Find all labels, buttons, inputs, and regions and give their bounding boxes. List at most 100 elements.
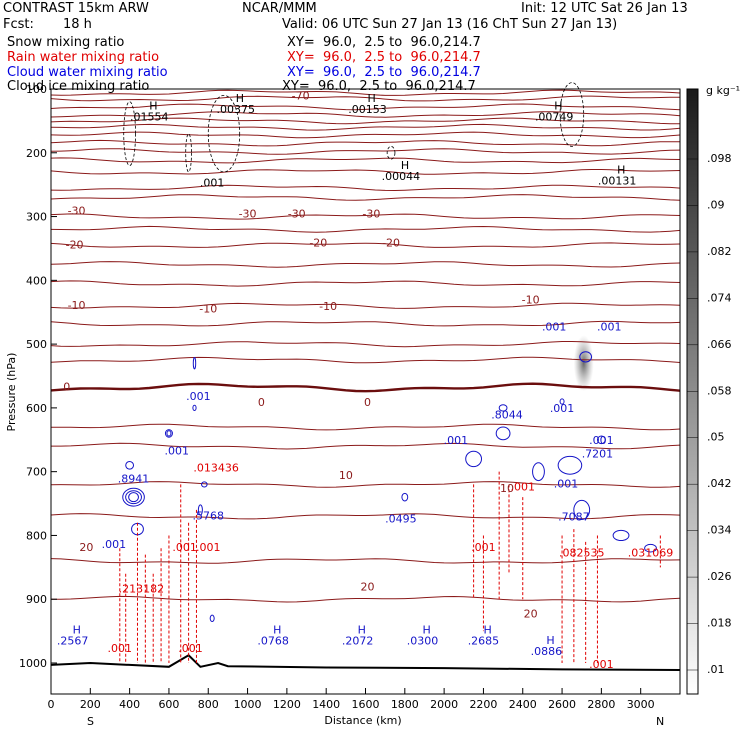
cloud-water-label: .001: [554, 477, 579, 490]
colorbar: .01 .018 .026 .034 .042 .05 .058 .066 .074 .082 .0…: [686, 88, 732, 695]
cloud-water-contour: [192, 404, 197, 411]
cloud-water-label: .001: [186, 390, 211, 403]
isotherm-label: 20: [79, 541, 93, 554]
y-tick-label: 500: [26, 338, 47, 351]
model-title: CONTRAST 15km ARW: [3, 1, 149, 16]
cloud-water-contour: [612, 529, 630, 542]
cloud-water-label: .7087: [558, 511, 590, 524]
y-tick-label: 1000: [19, 657, 47, 670]
cloud-water-contour: [559, 398, 565, 405]
colorbar-tick-label: .058: [707, 384, 732, 397]
cloud-water-contour: [579, 351, 593, 363]
isotherm-line: [50, 131, 681, 139]
isotherm-label: -10: [68, 299, 86, 312]
cloud-water-contour: [209, 614, 215, 623]
y-tick-label: 400: [26, 274, 47, 287]
isotherm-label: 10: [500, 482, 514, 495]
cloud-water-contour: [125, 490, 142, 505]
isotherm-label: 20: [524, 608, 538, 621]
snow-contour: [559, 82, 585, 147]
x-tick-label: 1800: [391, 698, 419, 711]
isotherm-label: -30: [288, 208, 306, 221]
cloud-water-contour: [644, 543, 657, 553]
cloud-water-contour: [192, 357, 197, 370]
isotherm-line: [50, 103, 681, 111]
x-tick-label: 2200: [469, 698, 497, 711]
cloud-water-label: .001: [589, 434, 614, 447]
colorbar-tick-label: .034: [707, 524, 732, 537]
isotherm-label: -30: [362, 208, 380, 221]
cloud-water-contour: [401, 492, 409, 502]
x-tick-label: 3000: [627, 698, 655, 711]
rain-label: .001: [589, 658, 614, 671]
y-tick-label: 100: [26, 83, 47, 96]
isotherm-label: -30: [239, 208, 257, 221]
cloud-water-max-label: .2567: [57, 634, 89, 647]
cloud-water-contour: [122, 487, 145, 507]
cloud-water-label: .8044: [491, 409, 523, 422]
cloud-water-label: .001: [444, 434, 469, 447]
x-tick-label: 1200: [273, 698, 301, 711]
colorbar-tick-label: .05: [707, 431, 725, 444]
snow-max-max-marker: H: [617, 163, 625, 176]
isotherm-line: [50, 225, 681, 233]
snow-max-label: .01554: [130, 111, 169, 124]
x-tick-label: 0: [48, 698, 55, 711]
isotherm-line: [50, 194, 681, 201]
isotherm-line: [50, 89, 681, 96]
x-tick-label: 2400: [509, 698, 537, 711]
snow-contour: [207, 94, 241, 173]
cloud-water-max-max-marker: H: [423, 623, 431, 636]
field-snow-xy: XY= 96.0, 2.5 to 96.0,214.7: [287, 35, 481, 50]
cloud-water-label: .001: [165, 444, 190, 457]
x-tick-label: 200: [80, 698, 101, 711]
cloud-water-contour: [557, 455, 583, 475]
field-rain-name: Rain water mixing ratio: [7, 50, 160, 65]
isotherm-line: [50, 148, 681, 155]
isotherm-line: [50, 95, 680, 102]
x-tick-label: 1400: [312, 698, 340, 711]
cloud-water-label: .7201: [582, 447, 614, 460]
isotherm-line: [50, 213, 681, 220]
valid-time: Valid: 06 UTC Sun 27 Jan 13 (16 ChT Sun …: [282, 17, 618, 32]
cloud-water-contour: [128, 492, 139, 503]
isotherm-line: [50, 280, 681, 287]
isotherm-line: [50, 302, 681, 309]
x-tick-label: 2000: [430, 698, 458, 711]
isotherm-label: -20: [309, 236, 327, 249]
terrain-line: [50, 654, 681, 671]
isotherm-label: -30: [68, 204, 86, 217]
rain-label: .001: [196, 541, 221, 554]
rain-label: .001: [471, 541, 496, 554]
colorbar-tick-label: .082: [707, 245, 732, 258]
x-tick-label: 400: [119, 698, 140, 711]
isotherm-line: [50, 382, 681, 393]
cloud-water-contour: [201, 481, 208, 488]
isotherm-line: [50, 261, 681, 268]
cloud-water-contour: [197, 504, 203, 516]
isotherm-line: [50, 356, 681, 364]
y-tick-label: 800: [26, 529, 47, 542]
cloud-water-label: .001: [550, 402, 575, 415]
field-cloud-xy: XY= 96.0, 2.5 to 96.0,214.7: [287, 65, 481, 80]
cloud-water-max-label: .2072: [342, 634, 374, 647]
isotherm-label: 0: [258, 396, 265, 409]
colorbar-tick-label: .098: [707, 152, 732, 165]
y-tick-label: 700: [26, 466, 47, 479]
y-axis-label: Pressure (hPa): [5, 353, 18, 432]
isotherm-line: [50, 157, 681, 164]
org-label: NCAR/MMM: [242, 1, 317, 16]
cloud-water-contour: [532, 462, 545, 482]
field-ice-xy: XY= 96.0, 2.5 to 96.0,214.7: [282, 79, 476, 94]
cloud-water-contour: [573, 499, 591, 521]
isotherm-line: [50, 513, 681, 520]
isotherm-label: -10: [199, 303, 217, 316]
snow-max-label: .00749: [535, 111, 574, 124]
isotherm-label: -10: [319, 300, 337, 313]
cloud-water-max-max-marker: H: [358, 623, 366, 636]
cloud-water-label: .5768: [193, 509, 225, 522]
cloud-water-contour: [166, 430, 172, 437]
snow-max-max-marker: H: [554, 100, 562, 113]
x-tick-label: 2800: [587, 698, 615, 711]
